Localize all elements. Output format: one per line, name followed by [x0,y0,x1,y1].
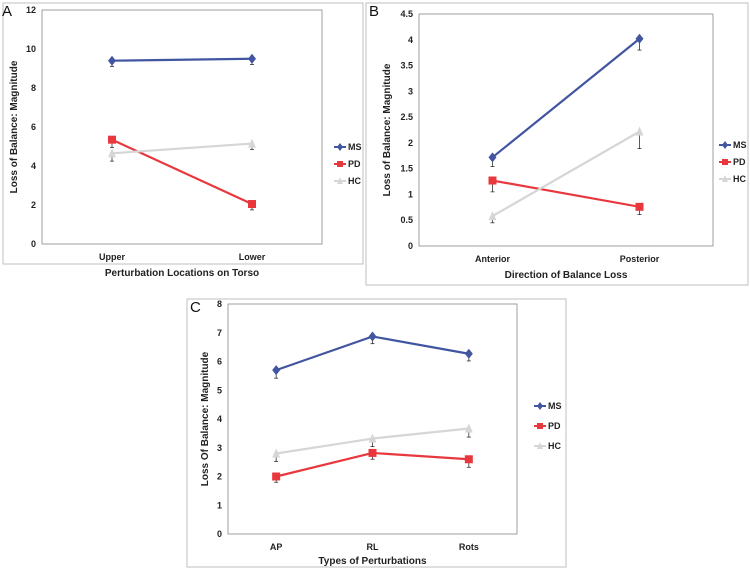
series-line-hc [491,130,641,218]
panel-b: B 0 0.5 1 1.5 2 2.5 3 3.5 4 4.5 Anterior Posterior Di… [365,2,749,286]
y-tick-label: 0 [217,529,222,539]
y-tick-label: 1 [408,189,413,199]
data-point-hc [635,126,644,136]
data-point-pd [464,455,473,464]
y-tick-label: 1 [217,500,222,510]
y-tick-label: 6 [31,122,36,132]
data-point-pd [108,135,116,144]
data-point-ms [272,365,281,376]
legend-label-ms: MS [548,401,562,411]
x-tick-label: Anterior [475,254,511,264]
legend-marker-pd [537,423,543,429]
y-tick-label: 3 [217,443,222,453]
y-tick-label: 8 [217,299,222,309]
legend-label-ms: MS [348,142,362,152]
y-axis-title: Loss Of Balance: Magnitude [200,351,211,486]
series-line-pd [111,138,253,206]
x-axis-title: Types of Perturbations [318,556,427,567]
y-tick-label: 1.5 [400,164,413,174]
y-tick-label: 2 [217,472,222,482]
y-tick-label: 7 [217,328,222,338]
x-tick-label: AP [270,542,283,552]
data-point-hc [108,148,116,158]
x-tick-label: Rots [459,542,479,552]
legend-label-hc: HC [733,174,746,184]
data-point-ms [248,53,256,64]
x-tick-label: Posterior [620,254,660,264]
series-line-ms [111,57,253,62]
panel-frame [186,298,567,568]
legend-marker-ms [722,141,728,149]
data-point-hc [368,433,377,443]
x-axis-title: Perturbation Locations on Torso [105,268,259,279]
panel-letter: A [2,3,12,20]
data-point-hc [464,423,473,433]
legend-marker-pd [722,159,728,165]
x-axis-title: Direction of Balance Loss [505,270,628,281]
plot-area [41,9,323,245]
y-tick-label: 6 [217,357,222,367]
y-tick-label: 2 [31,200,36,210]
y-tick-label: 5 [217,385,222,395]
data-point-ms [635,33,644,44]
panel-letter: C [190,299,201,316]
data-point-pd [272,472,281,481]
y-tick-label: 3 [408,86,413,96]
data-point-hc [248,138,256,148]
y-tick-label: 12 [26,5,36,15]
panel-letter: B [369,3,379,20]
series-line-pd [492,179,640,208]
y-tick-label: 4 [217,414,222,424]
legend-label-hc: HC [548,441,561,451]
plot-area [227,303,518,535]
legend-marker-pd [337,161,343,167]
series-line-hc [111,142,253,155]
panel-a: A 0 2 4 6 8 10 12 Upper Lower Perturbation Locatio… [2,2,364,279]
y-tick-label: 10 [26,44,36,54]
data-point-hc [488,211,497,221]
y-tick-label: 2 [408,138,413,148]
y-tick-label: 0.5 [400,215,413,225]
x-tick-label: RL [367,542,379,552]
y-tick-label: 8 [31,83,36,93]
data-point-pd [248,200,256,209]
data-point-ms [108,55,116,66]
y-axis-title: Loss of Balance: Magnitude [382,63,393,196]
plot-area [418,13,714,247]
y-tick-label: 2.5 [400,112,413,122]
legend-marker-ms [337,143,343,151]
data-point-ms [368,331,377,342]
y-tick-label: 0 [31,239,36,249]
data-point-hc [272,448,281,458]
legend-marker-hc [537,442,543,449]
panel-c: C 0 1 2 3 4 5 6 7 8 AP RL Rots Types of Perturbations… [186,298,567,568]
x-tick-label: Lower [239,252,266,262]
data-point-pd [368,448,377,457]
panel-frame [2,2,364,265]
y-tick-label: 4 [31,161,36,171]
legend-label-ms: MS [733,140,747,150]
legend-label-hc: HC [348,176,361,186]
y-tick-label: 0 [408,241,413,251]
y-tick-label: 4 [408,35,413,45]
panel-frame [365,2,749,286]
y-tick-label: 4.5 [400,9,413,19]
y-axis-title: Loss of Balance: Magnitude [9,60,20,193]
legend-label-pd: PD [548,421,561,431]
data-point-ms [464,348,473,359]
data-point-ms [488,152,497,163]
legend-marker-hc [722,175,728,182]
data-point-pd [635,202,644,211]
legend-marker-hc [337,177,343,184]
x-tick-label: Upper [99,252,126,262]
legend-marker-ms [537,402,543,410]
y-tick-label: 3.5 [400,61,413,71]
legend-label-pd: PD [348,159,361,169]
legend-label-pd: PD [733,157,746,167]
data-point-pd [488,176,497,185]
series-line-ms [491,37,641,159]
